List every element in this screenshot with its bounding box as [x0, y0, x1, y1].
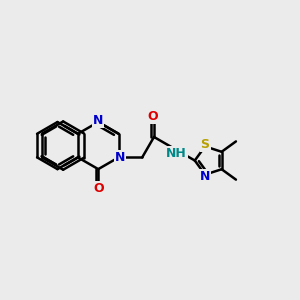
- Text: N: N: [93, 114, 104, 127]
- Text: O: O: [147, 110, 158, 123]
- Text: O: O: [93, 182, 104, 195]
- Text: N: N: [115, 151, 125, 164]
- Text: S: S: [200, 137, 209, 151]
- Text: N: N: [200, 170, 210, 184]
- Text: NH: NH: [167, 147, 187, 160]
